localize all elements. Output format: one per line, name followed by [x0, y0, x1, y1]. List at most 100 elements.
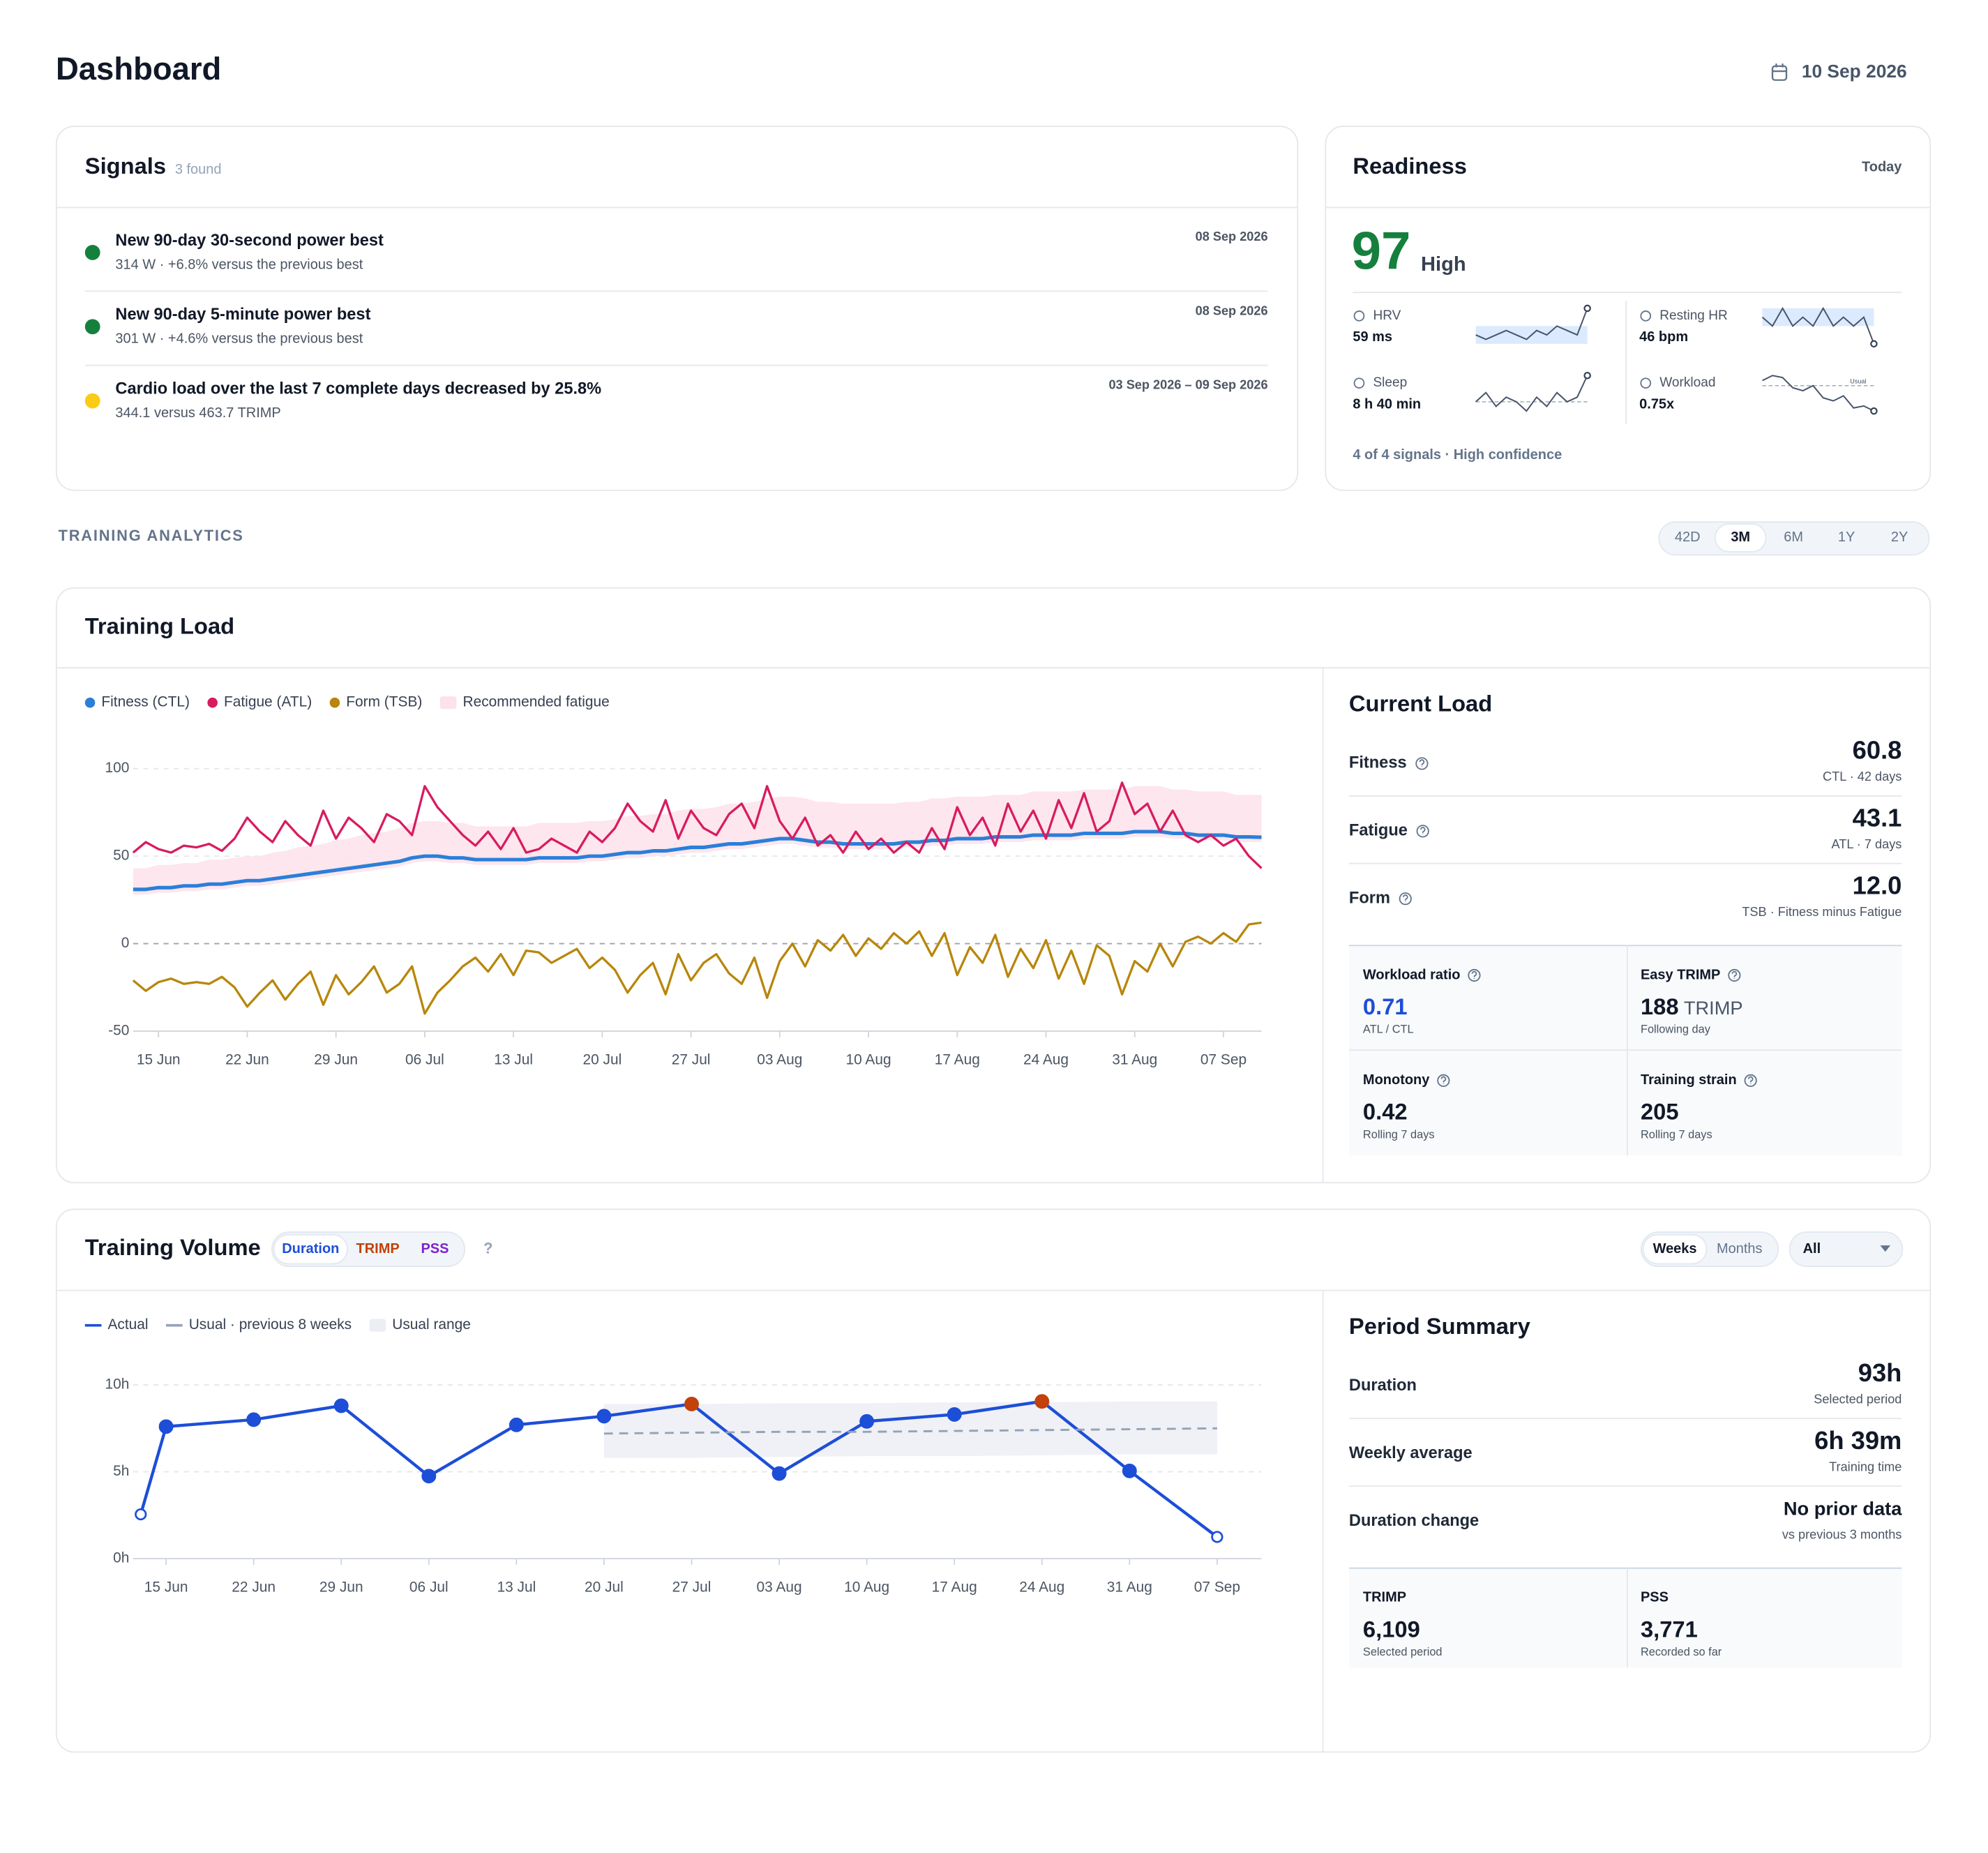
- series-line: [603, 1427, 1217, 1435]
- row-value: 93h: [1858, 1358, 1902, 1387]
- series-line: [133, 830, 1262, 892]
- row-label: Duration change: [1349, 1512, 1479, 1530]
- x-tick-label: 17 Aug: [932, 1579, 977, 1595]
- cell-grid: [1348, 1567, 1902, 1668]
- metric-option[interactable]: TRIMP: [356, 1241, 400, 1256]
- y-tick-label: 50: [113, 848, 129, 864]
- x-tick-label: 07 Sep: [1200, 1051, 1247, 1067]
- card-title: Signals: [85, 153, 166, 179]
- row-value: 43.1: [1853, 804, 1902, 832]
- point: [859, 1413, 875, 1429]
- sparkline-usual-label: Usual: [1850, 378, 1866, 385]
- x-tick-label: 24 Aug: [1023, 1051, 1069, 1067]
- readiness-score: 97: [1352, 222, 1411, 281]
- x-tick-label: 06 Jul: [409, 1579, 449, 1595]
- metric-option[interactable]: Duration: [282, 1241, 339, 1256]
- range-option[interactable]: 6M: [1784, 530, 1803, 545]
- row-note: vs previous 3 months: [1782, 1527, 1902, 1541]
- readiness-footer: 4 of 4 signals · High confidence: [1353, 447, 1562, 463]
- cell-label: Easy TRIMP: [1641, 967, 1720, 982]
- row-note: ATL · 7 days: [1831, 837, 1902, 851]
- sparkline-end: [1870, 340, 1878, 348]
- band: [133, 786, 1262, 895]
- point: [246, 1412, 262, 1427]
- filter-value: All: [1803, 1241, 1821, 1256]
- sparkline: [1475, 375, 1588, 412]
- x-tick-label: 29 Jun: [319, 1579, 363, 1595]
- x-tick-label: 27 Jul: [672, 1051, 711, 1067]
- series-line: [132, 781, 1263, 869]
- readiness-level: High: [1421, 253, 1466, 276]
- point: [947, 1406, 962, 1422]
- metric-active: [273, 1233, 348, 1265]
- legend-label: Form (TSB): [346, 694, 422, 710]
- point: [421, 1469, 437, 1484]
- legend-label: Usual · previous 8 weeks: [189, 1316, 352, 1333]
- sparkline-end: [1583, 371, 1591, 380]
- sparkline: [1762, 375, 1874, 412]
- point: [1211, 1531, 1223, 1543]
- cell-value: 3,771: [1641, 1616, 1698, 1642]
- legend-label: Recommended fatigue: [463, 694, 610, 710]
- cell-note: Recorded so far: [1641, 1646, 1722, 1658]
- range-option[interactable]: 1Y: [1838, 530, 1855, 545]
- cell-label: Workload ratio: [1363, 967, 1461, 982]
- series-line: [139, 1400, 1219, 1538]
- signal-date: 03 Sep 2026 – 09 Sep 2026: [1108, 378, 1267, 392]
- x-tick-label: 10 Aug: [846, 1051, 891, 1067]
- help-icon: [1415, 757, 1429, 770]
- range-option[interactable]: 42D: [1675, 530, 1701, 545]
- help-icon: [1744, 1074, 1757, 1087]
- legend-swatch: [84, 697, 96, 708]
- page-title: Dashboard: [56, 51, 221, 87]
- help-icon: [1468, 968, 1481, 982]
- metric-icon: [1640, 310, 1652, 322]
- help-icon: [1437, 1074, 1450, 1087]
- metric-label: HRV: [1373, 308, 1401, 323]
- cell-note: Following day: [1641, 1023, 1711, 1035]
- help-icon: [1747, 1076, 1754, 1084]
- cell-label: TRIMP: [1363, 1590, 1406, 1605]
- panel-title: Current Load: [1349, 690, 1492, 716]
- signal-dot: [84, 245, 100, 260]
- x-tick-label: 06 Jul: [405, 1051, 444, 1067]
- help-icon: [1420, 827, 1426, 835]
- row-value: No prior data: [1784, 1497, 1902, 1519]
- period-option[interactable]: Months: [1717, 1241, 1763, 1256]
- y-tick-label: -50: [108, 1022, 129, 1038]
- band: [603, 1401, 1217, 1458]
- help-icon: [1419, 759, 1425, 767]
- y-tick-label: 100: [105, 760, 130, 776]
- x-tick-label: 15 Jun: [144, 1579, 188, 1595]
- point: [135, 1508, 147, 1521]
- calendar-icon: [1771, 63, 1788, 81]
- period-option[interactable]: Weeks: [1653, 1241, 1697, 1256]
- point: [684, 1397, 699, 1411]
- help[interactable]: ?: [483, 1239, 492, 1256]
- point: [1122, 1463, 1137, 1478]
- range-option[interactable]: 2Y: [1891, 530, 1908, 545]
- metric-option[interactable]: PSS: [421, 1241, 449, 1256]
- metric-value: 8 h 40 min: [1353, 396, 1421, 412]
- signal-dot: [84, 393, 100, 409]
- x-tick-label: 24 Aug: [1019, 1579, 1064, 1595]
- filter-select[interactable]: [1789, 1231, 1904, 1268]
- x-tick-label: 15 Jun: [137, 1051, 181, 1067]
- sparkline: [1761, 306, 1875, 345]
- cell-note: Rolling 7 days: [1641, 1128, 1712, 1141]
- y-tick-label: 5h: [113, 1463, 129, 1479]
- legend-swatch: [329, 697, 340, 708]
- cell-note: Rolling 7 days: [1363, 1128, 1435, 1141]
- cell-value: 0.42: [1363, 1099, 1408, 1125]
- card-title: Training Volume: [85, 1234, 261, 1260]
- x-tick-label: 03 Aug: [757, 1579, 802, 1595]
- x-tick-label: 17 Aug: [935, 1051, 980, 1067]
- x-tick-label: 20 Jul: [582, 1051, 622, 1067]
- range-option[interactable]: 3M: [1731, 530, 1750, 545]
- caret: [1880, 1245, 1891, 1252]
- signal-count: 3 found: [175, 162, 222, 177]
- y-tick-label: 10h: [105, 1376, 130, 1393]
- period: Today: [1862, 159, 1902, 174]
